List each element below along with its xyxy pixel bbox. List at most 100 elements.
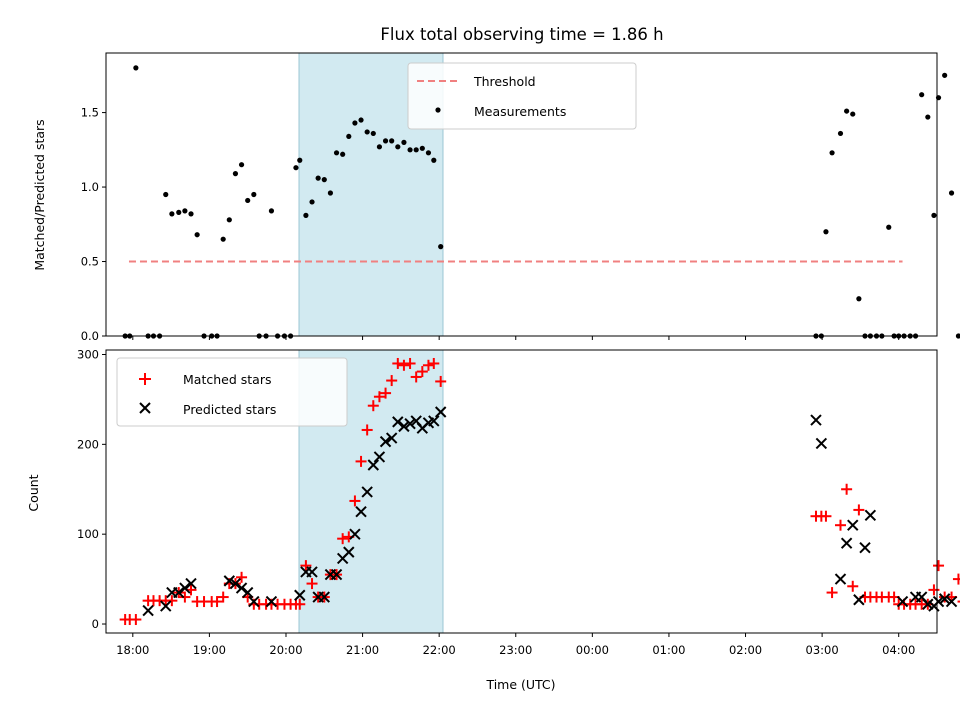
measurement-point xyxy=(293,165,299,171)
top-measurement-points xyxy=(122,65,960,339)
bottom-y-axis-label: Count xyxy=(26,474,41,511)
measurement-point xyxy=(133,65,139,71)
measurement-point xyxy=(837,130,844,137)
bottom-legend: Matched stars Predicted stars xyxy=(116,357,348,427)
predicted-star-marker xyxy=(853,594,865,606)
top-panel: 0.0 0.5 1.0 1.5 Matched/Predicted stars Thr… xyxy=(32,52,960,343)
bottom-x-ticks: 18:00 19:00 20:00 21:00 22:00 23:00 00:00 01:00… xyxy=(116,633,915,657)
predicted-star-marker xyxy=(428,415,440,427)
measurement-point xyxy=(364,129,370,135)
measurement-point xyxy=(163,191,169,198)
predicted-star-marker xyxy=(847,519,859,531)
matched-star-marker xyxy=(853,504,865,516)
measurement-point xyxy=(955,333,960,339)
measurement-point xyxy=(169,211,175,217)
bottom-y-ticks: 0 100 200 300 xyxy=(77,347,106,631)
top-y-axis-label: Matched/Predicted stars xyxy=(32,119,47,270)
matched-star-marker xyxy=(380,387,392,399)
y-tick-label: 0.5 xyxy=(81,255,99,269)
predicted-star-marker xyxy=(815,437,828,450)
legend-predicted-label: Predicted stars xyxy=(183,402,276,417)
predicted-star-marker xyxy=(404,417,416,430)
predicted-star-marker xyxy=(248,595,260,608)
measurement-point xyxy=(188,211,194,217)
predicted-star-marker xyxy=(241,586,254,599)
measurement-point xyxy=(194,232,200,238)
measurement-point xyxy=(220,236,226,242)
measurement-point xyxy=(358,117,364,123)
matched-star-marker xyxy=(367,400,379,412)
measurement-point xyxy=(395,144,401,150)
measurement-point xyxy=(438,244,444,250)
legend-predicted-swatch xyxy=(139,402,151,414)
matched-star-marker xyxy=(428,357,440,369)
matched-star-marker xyxy=(179,591,191,603)
measurement-point xyxy=(309,199,315,205)
x-tick-label: 22:00 xyxy=(423,643,456,657)
measurement-point xyxy=(232,171,239,177)
legend-measurements-label: Measurements xyxy=(474,104,566,119)
measurement-point xyxy=(297,157,303,163)
predicted-star-marker xyxy=(834,573,847,585)
measurement-point xyxy=(346,133,352,140)
measurement-point xyxy=(370,130,376,137)
measurement-point xyxy=(315,175,321,181)
x-tick-label: 21:00 xyxy=(346,643,379,657)
measurement-point xyxy=(321,177,327,183)
measurement-point xyxy=(401,139,407,145)
measurement-point xyxy=(413,147,419,153)
predicted-star-marker xyxy=(938,593,951,605)
x-tick-label: 00:00 xyxy=(576,643,609,657)
predicted-star-marker xyxy=(179,582,191,594)
matched-star-marker xyxy=(416,366,428,378)
predicted-star-marker xyxy=(185,577,197,590)
x-tick-label: 02:00 xyxy=(729,643,762,657)
matched-star-marker xyxy=(373,391,385,403)
top-legend-box xyxy=(407,62,637,130)
predicted-star-marker xyxy=(223,575,236,587)
x-tick-label: 23:00 xyxy=(499,643,532,657)
measurement-point xyxy=(948,190,955,196)
matched-star-marker xyxy=(361,424,373,436)
matched-star-marker xyxy=(306,578,318,590)
matched-star-marker xyxy=(933,560,945,572)
y-tick-label: 100 xyxy=(77,527,99,541)
matched-star-marker xyxy=(294,598,306,610)
x-tick-label: 01:00 xyxy=(652,643,685,657)
predicted-star-marker xyxy=(859,541,871,554)
measurement-point xyxy=(389,138,395,144)
predicted-star-marker xyxy=(398,420,410,433)
x-tick-label: 04:00 xyxy=(882,643,915,657)
measurement-point xyxy=(303,212,309,218)
predicted-star-marker xyxy=(945,595,958,608)
predicted-star-marker xyxy=(392,416,404,428)
matched-star-marker xyxy=(300,560,312,572)
y-tick-label: 1.5 xyxy=(81,106,99,120)
bottom-axes-frame xyxy=(105,349,938,634)
matched-stars-points xyxy=(119,357,960,626)
measurement-point xyxy=(829,150,835,156)
predicted-stars-points xyxy=(142,406,958,617)
predicted-star-marker xyxy=(173,586,185,599)
top-legend: Threshold Measurements xyxy=(407,62,637,130)
matched-star-marker xyxy=(398,359,410,371)
legend-matched-swatch xyxy=(139,373,151,385)
predicted-star-marker xyxy=(330,568,343,581)
matched-star-marker xyxy=(928,584,940,596)
matched-star-marker xyxy=(236,571,248,583)
predicted-star-marker xyxy=(373,451,386,463)
y-tick-label: 300 xyxy=(77,347,99,361)
matched-star-marker xyxy=(826,587,838,599)
matched-star-marker xyxy=(957,600,960,603)
measurement-point xyxy=(327,190,334,196)
predicted-star-marker xyxy=(896,595,909,608)
matched-star-marker xyxy=(841,483,853,495)
measurement-point xyxy=(919,92,925,98)
y-tick-label: 0.0 xyxy=(81,329,99,343)
x-tick-label: 19:00 xyxy=(193,643,226,657)
measurement-point xyxy=(238,162,245,168)
bottom-legend-box xyxy=(116,357,348,427)
top-axes-frame xyxy=(105,52,938,337)
measurement-point xyxy=(431,157,437,163)
predicted-star-marker xyxy=(840,537,853,549)
